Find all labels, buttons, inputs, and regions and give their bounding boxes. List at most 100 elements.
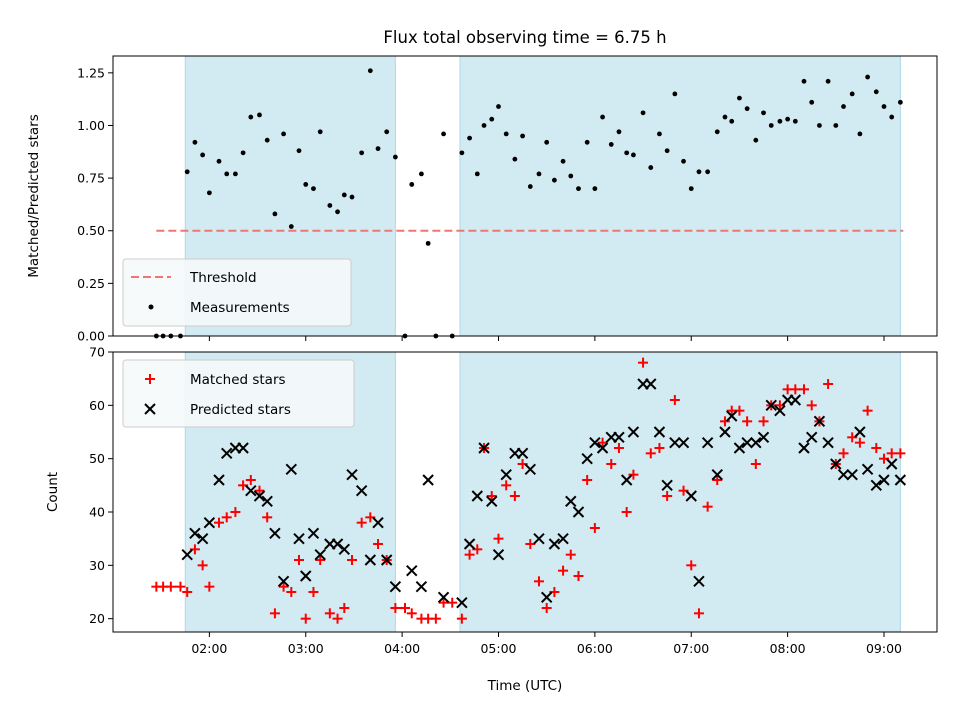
top-axes-frame bbox=[112, 55, 938, 337]
predicted-star-point bbox=[189, 527, 201, 540]
measurement-point bbox=[303, 182, 309, 187]
predicted-star-point bbox=[422, 474, 434, 486]
predicted-star-point bbox=[277, 575, 290, 588]
measurement-point bbox=[881, 104, 887, 109]
measurement-point bbox=[441, 131, 446, 137]
predicted-star-point bbox=[293, 532, 305, 545]
matched-star-point bbox=[262, 512, 273, 523]
predicted-star-point bbox=[620, 474, 633, 486]
predicted-star-point bbox=[478, 442, 490, 454]
matched-star-point bbox=[324, 608, 335, 619]
measurement-point bbox=[657, 131, 662, 137]
measurement-point bbox=[801, 78, 807, 84]
predicted-star-point bbox=[533, 532, 545, 545]
measurement-point bbox=[317, 129, 323, 135]
top-x-ticks bbox=[208, 336, 885, 341]
matched-star-point bbox=[204, 581, 215, 592]
predicted-star-point bbox=[300, 570, 312, 582]
matched-star-point bbox=[438, 597, 449, 608]
bottom-axes-frame bbox=[112, 351, 938, 633]
bottom-y-ticks: 20 30 40 50 60 70 bbox=[89, 345, 113, 626]
matched-star-point bbox=[315, 555, 326, 565]
matched-star-point bbox=[597, 437, 608, 448]
predicted-star-point bbox=[463, 538, 476, 550]
matched-star-point bbox=[742, 416, 753, 427]
measurement-point bbox=[467, 135, 472, 141]
x-tick-label: 03:00 bbox=[288, 641, 324, 656]
predicted-star-point bbox=[196, 532, 209, 545]
measurement-point bbox=[272, 211, 278, 217]
matched-star-point bbox=[823, 379, 834, 389]
matched-star-point bbox=[406, 608, 417, 619]
predicted-star-point bbox=[245, 484, 257, 497]
y-tick-label: 50 bbox=[89, 451, 105, 466]
measurement-point bbox=[616, 129, 622, 135]
matched-star-point bbox=[165, 581, 176, 592]
matched-star-point bbox=[464, 549, 475, 560]
measurement-point bbox=[664, 148, 670, 154]
predicted-star-point bbox=[269, 527, 281, 540]
predicted-star-point bbox=[380, 554, 393, 566]
measurement-point bbox=[327, 203, 333, 208]
bottom-y-axis-label: Count bbox=[45, 472, 61, 512]
predicted-star-point bbox=[711, 468, 723, 481]
predicted-star-point bbox=[338, 543, 351, 556]
measurement-point bbox=[349, 194, 355, 200]
measurement-point bbox=[897, 99, 903, 105]
matched-star-point bbox=[589, 523, 600, 533]
predicted-star-point bbox=[846, 468, 858, 481]
matched-star-point bbox=[332, 613, 343, 624]
measurement-point bbox=[341, 192, 347, 198]
predicted-star-point bbox=[806, 431, 818, 444]
matched-star-point bbox=[895, 448, 906, 459]
matched-star-point bbox=[278, 581, 289, 592]
measurement-point bbox=[833, 123, 839, 128]
predicted-star-point bbox=[213, 474, 225, 486]
predicted-star-point bbox=[456, 596, 468, 609]
predicted-star-point bbox=[516, 447, 529, 460]
y-tick-label: 40 bbox=[89, 505, 105, 520]
predicted-star-point bbox=[774, 404, 786, 417]
measurement-point bbox=[568, 173, 574, 179]
matched-star-point bbox=[871, 443, 882, 453]
matched-legend-swatch bbox=[145, 374, 155, 384]
measurement-point bbox=[640, 110, 646, 116]
matched-star-point bbox=[719, 416, 730, 427]
measurement-point bbox=[375, 146, 381, 152]
predicted-star-point bbox=[346, 468, 358, 481]
shaded-interval bbox=[459, 351, 901, 633]
measurement-point bbox=[257, 112, 262, 118]
y-tick-label: 1.25 bbox=[77, 65, 105, 80]
predicted-star-point bbox=[870, 479, 882, 492]
matched-star-point bbox=[558, 565, 569, 576]
matched-star-point bbox=[245, 475, 256, 485]
measurement-point bbox=[889, 114, 895, 120]
matched-star-point bbox=[501, 480, 512, 491]
predicted-star-point bbox=[372, 516, 384, 529]
predicted-star-point bbox=[693, 575, 705, 588]
predicted-star-point bbox=[765, 399, 777, 412]
measurement-point bbox=[288, 224, 294, 229]
predicted-star-point bbox=[548, 538, 561, 550]
measurement-point bbox=[481, 123, 487, 128]
predicted-star-point bbox=[406, 564, 418, 577]
matched-legend-label: Matched stars bbox=[190, 372, 286, 388]
measurement-point bbox=[681, 158, 686, 164]
predicted-star-point bbox=[653, 426, 666, 438]
measurement-point bbox=[224, 171, 230, 177]
measurement-point bbox=[696, 169, 702, 175]
matched-star-point bbox=[790, 384, 801, 395]
measurement-point bbox=[409, 182, 415, 187]
measurement-point bbox=[200, 152, 206, 158]
x-tick-label: 04:00 bbox=[384, 641, 420, 656]
matched-star-point bbox=[269, 608, 280, 619]
measurement-point bbox=[584, 139, 590, 145]
measurement-point bbox=[206, 190, 212, 196]
predicted-star-point bbox=[314, 548, 326, 561]
predicted-star-point bbox=[861, 463, 874, 476]
matched-star-point bbox=[758, 416, 769, 427]
matched-star-point bbox=[509, 491, 520, 501]
measurement-point bbox=[768, 123, 774, 128]
y-tick-label: 20 bbox=[89, 611, 105, 626]
measurement-point bbox=[785, 116, 791, 122]
